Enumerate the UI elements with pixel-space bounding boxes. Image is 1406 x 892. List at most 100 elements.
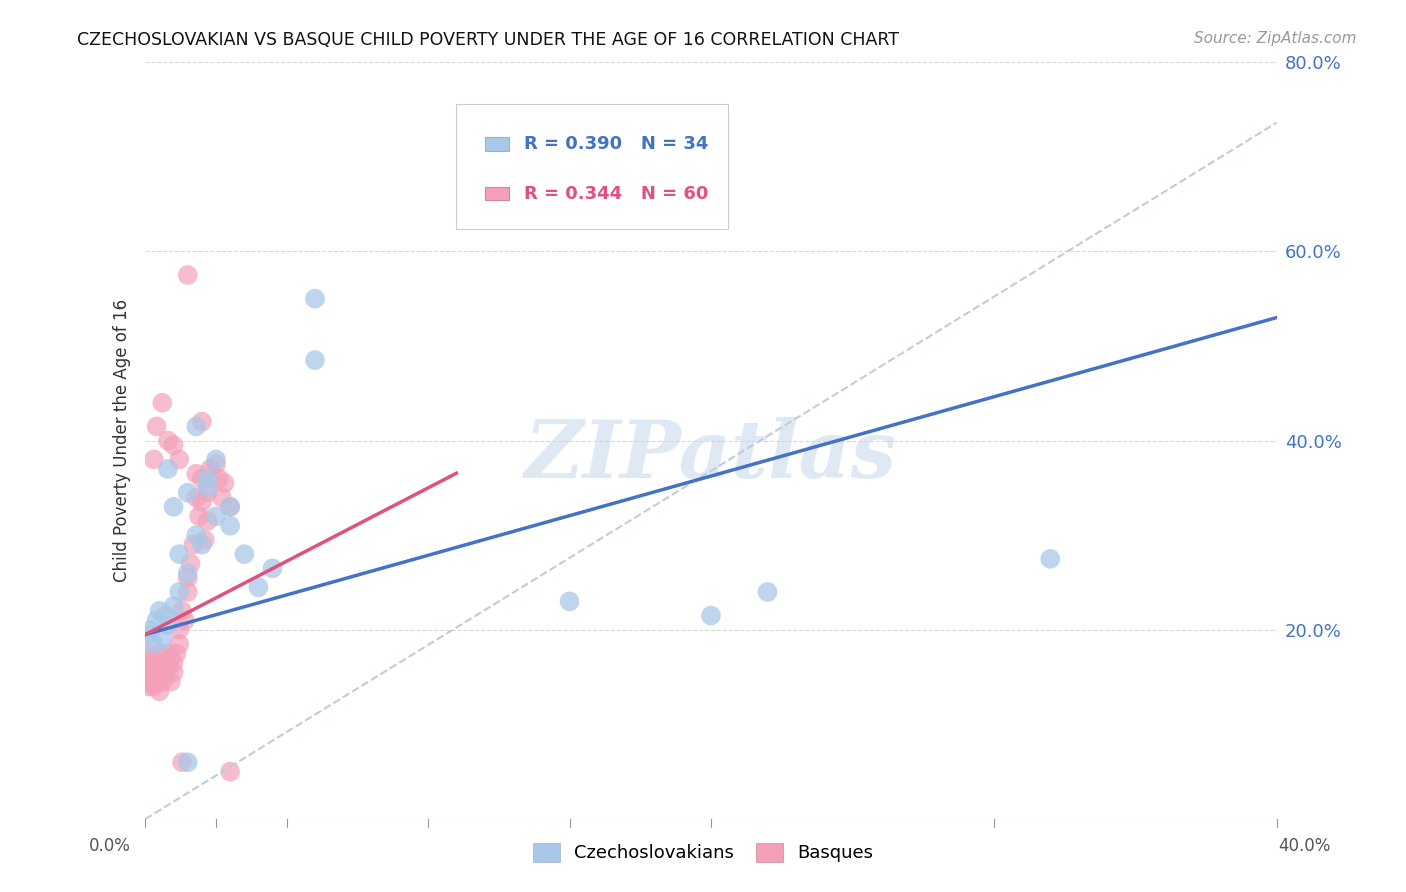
Point — [205, 452, 228, 467]
Point — [148, 647, 170, 661]
Point — [153, 656, 176, 670]
Point — [191, 415, 214, 429]
Point — [167, 452, 190, 467]
Text: ZIPatlas: ZIPatlas — [524, 417, 897, 494]
Point — [170, 604, 193, 618]
Point — [150, 674, 173, 689]
Point — [177, 485, 200, 500]
Point — [186, 491, 208, 505]
Text: 0.0%: 0.0% — [89, 837, 131, 855]
Point — [177, 756, 200, 770]
Point — [205, 509, 228, 524]
Point — [159, 651, 181, 665]
Point — [142, 656, 165, 670]
Point — [165, 647, 187, 661]
Bar — [485, 137, 509, 151]
Point — [167, 585, 190, 599]
Point — [162, 665, 184, 680]
Point — [156, 618, 179, 632]
Point — [142, 680, 165, 694]
Point — [188, 509, 211, 524]
Point — [191, 495, 214, 509]
Point — [153, 608, 176, 623]
Point — [170, 756, 193, 770]
Point — [148, 604, 170, 618]
Text: R = 0.390   N = 34: R = 0.390 N = 34 — [524, 136, 709, 153]
Point — [139, 651, 162, 665]
Y-axis label: Child Poverty Under the Age of 16: Child Poverty Under the Age of 16 — [114, 299, 131, 582]
Point — [304, 292, 326, 306]
Point — [159, 674, 181, 689]
Point — [156, 462, 179, 476]
Point — [197, 514, 219, 528]
Point — [142, 665, 165, 680]
Point — [191, 471, 214, 485]
Point — [247, 580, 270, 594]
Point — [142, 452, 165, 467]
Point — [214, 476, 236, 491]
Point — [211, 491, 233, 505]
Point — [219, 500, 242, 514]
Point — [148, 684, 170, 698]
Point — [150, 665, 173, 680]
Point — [167, 547, 190, 561]
Point — [162, 656, 184, 670]
Point — [191, 538, 214, 552]
Point — [186, 419, 208, 434]
Bar — [485, 186, 509, 201]
Point — [180, 557, 202, 571]
Point — [136, 647, 159, 661]
Text: R = 0.344   N = 60: R = 0.344 N = 60 — [524, 185, 709, 202]
Point — [136, 680, 159, 694]
Point — [194, 533, 217, 547]
Point — [150, 632, 173, 647]
FancyBboxPatch shape — [457, 103, 728, 228]
Point — [145, 656, 167, 670]
Text: 40.0%: 40.0% — [1278, 837, 1331, 855]
Point — [233, 547, 256, 561]
Point — [183, 538, 205, 552]
Point — [197, 471, 219, 485]
Point — [136, 665, 159, 680]
Point — [153, 670, 176, 684]
Point — [162, 599, 184, 614]
Point — [145, 665, 167, 680]
Point — [700, 608, 723, 623]
Point — [142, 637, 165, 651]
Point — [177, 585, 200, 599]
Point — [145, 419, 167, 434]
Point — [205, 457, 228, 471]
Point — [186, 467, 208, 481]
Point — [167, 623, 190, 637]
Point — [148, 660, 170, 674]
Text: CZECHOSLOVAKIAN VS BASQUE CHILD POVERTY UNDER THE AGE OF 16 CORRELATION CHART: CZECHOSLOVAKIAN VS BASQUE CHILD POVERTY … — [77, 31, 900, 49]
Point — [208, 471, 231, 485]
Point — [219, 764, 242, 779]
Point — [139, 674, 162, 689]
Point — [156, 647, 179, 661]
Point — [262, 561, 284, 575]
Point — [136, 656, 159, 670]
Point — [177, 571, 200, 585]
Point — [174, 613, 197, 627]
Point — [139, 670, 162, 684]
Point — [139, 660, 162, 674]
Point — [162, 438, 184, 452]
Point — [139, 623, 162, 637]
Point — [150, 395, 173, 409]
Point — [167, 637, 190, 651]
Point — [197, 485, 219, 500]
Point — [145, 674, 167, 689]
Point — [304, 353, 326, 368]
Point — [186, 528, 208, 542]
Point — [558, 594, 581, 608]
Point — [136, 627, 159, 641]
Legend: Czechoslovakians, Basques: Czechoslovakians, Basques — [526, 836, 880, 870]
Point — [156, 434, 179, 448]
Text: Source: ZipAtlas.com: Source: ZipAtlas.com — [1194, 31, 1357, 46]
Point — [1039, 552, 1062, 566]
Point — [177, 566, 200, 580]
Point — [200, 462, 222, 476]
Point — [145, 613, 167, 627]
Point — [177, 268, 200, 282]
